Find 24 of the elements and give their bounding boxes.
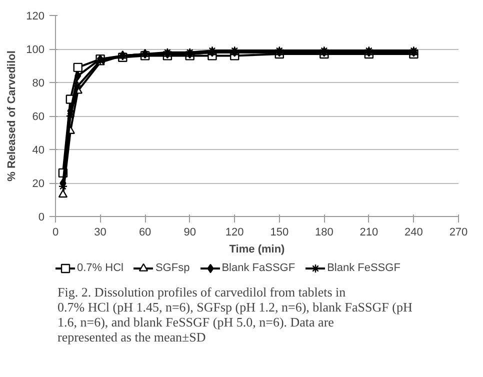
y-tick-label: 0	[38, 212, 45, 224]
caption: Fig. 2. Dissolution profiles of carvedilol from tablets in 0.7% HCl (pH 1.45, n=6), SGFsp (pH 1.2, n=6), blank FaSSGF (pH 1.6, n=6), and blank FeSSGF (pH 5.0, n=6). Data are represented as the mean±SD	[58, 284, 412, 344]
legend-label: 0.7% HCl	[77, 262, 124, 274]
x-tick-label: 30	[94, 226, 106, 238]
x-tick-label: 90	[184, 226, 196, 238]
y-tick-label: 40	[32, 144, 45, 156]
legend-label: Blank FaSSGF	[222, 262, 296, 274]
x-tick-label: 120	[225, 226, 244, 238]
x-tick-label: 240	[404, 226, 423, 238]
x-tick-label: 60	[138, 226, 152, 238]
x-tick-label: 150	[270, 226, 289, 238]
x-axis-title: Time (min)	[229, 244, 286, 256]
y-tick-label: 120	[26, 10, 45, 22]
legend-label: Blank FeSSGF	[327, 262, 400, 274]
x-tick-label: 180	[314, 226, 334, 238]
y-tick-label: 100	[26, 44, 45, 56]
y-tick-label: 20	[32, 178, 45, 190]
y-tick-label: 80	[32, 78, 45, 90]
x-tick-label: 210	[360, 226, 378, 238]
x-tick-label: 0	[52, 226, 59, 238]
legend-label: SGFsp	[155, 262, 190, 274]
x-tick-label: 270	[449, 226, 468, 238]
y-axis-title: % Released of Carvedilol	[6, 50, 18, 182]
y-tick-label: 60	[32, 111, 45, 123]
